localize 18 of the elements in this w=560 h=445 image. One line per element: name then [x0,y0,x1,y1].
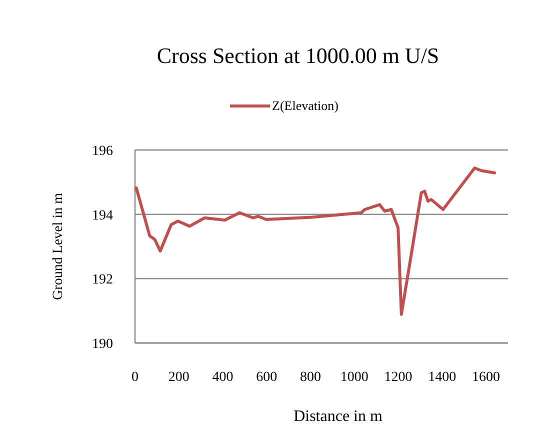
y-axis-title: Ground Level in m [51,192,66,300]
x-tick-label: 200 [168,370,190,385]
x-tick-label: 600 [256,370,278,385]
x-tick-label: 400 [212,370,234,385]
y-tick-label: 192 [92,272,113,288]
y-tick-label: 196 [92,144,113,159]
x-tick-label: 1200 [384,370,412,385]
y-tick-label: 190 [92,337,113,352]
y-tick-label: 194 [92,208,113,224]
legend-label: Z(Elevation) [272,98,338,113]
x-tick-label: 1000 [340,370,368,385]
chart-title: Cross Section at 1000.00 m U/S [156,43,440,68]
x-tick-label: 0 [132,370,138,385]
x-axis-title: Distance in m [294,408,383,425]
x-tick-label: 1400 [428,370,456,385]
x-tick-label: 800 [300,370,322,385]
line-series [134,166,496,316]
x-tick-label: 1600 [472,370,500,385]
